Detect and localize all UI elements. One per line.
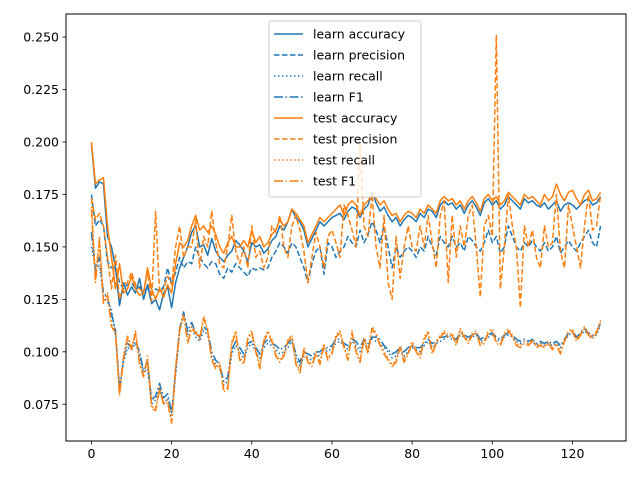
y-tick-label: 0.250 (23, 30, 59, 45)
legend: learn accuracy learn precision learn recal… (268, 20, 422, 198)
series-line-test-recall (90, 198, 602, 422)
series-line-learn-accuracy (90, 144, 602, 311)
x-tick-label: 60 (324, 446, 340, 461)
y-tick-label: 0.150 (23, 239, 59, 254)
legend-label-learn-precision: learn precision (313, 48, 405, 63)
y-tick-label: 0.125 (23, 292, 59, 307)
series-line-test-precision (90, 34, 602, 309)
y-tick-label: 0.100 (23, 344, 59, 359)
x-tick-label: 20 (164, 446, 180, 461)
y-tick-label: 0.200 (23, 134, 59, 149)
series-line-test-accuracy (90, 141, 602, 301)
series-layer (90, 34, 602, 424)
plot-frame (65, 13, 627, 442)
legend-label-test-f1: test F1 (313, 174, 356, 189)
x-axis: 0 20 40 60 80 100 120 (87, 441, 584, 461)
y-tick-label: 0.075 (23, 397, 59, 412)
x-tick-label: 120 (561, 446, 585, 461)
legend-label-test-accuracy: test accuracy (313, 111, 398, 126)
x-tick-label: 80 (404, 446, 420, 461)
y-tick-label: 0.175 (23, 187, 59, 202)
legend-label-learn-recall: learn recall (313, 69, 383, 84)
x-tick-label: 40 (244, 446, 260, 461)
x-tick-label: 100 (480, 446, 504, 461)
legend-label-learn-f1: learn F1 (313, 90, 364, 105)
legend-label-test-precision: test precision (313, 132, 397, 147)
series-line-test-f1 (90, 209, 602, 424)
legend-label-test-recall: test recall (313, 153, 375, 168)
y-tick-label: 0.225 (23, 82, 59, 97)
y-axis: 0.075 0.100 0.125 0.150 0.175 0.200 0.225 0.250 (23, 30, 66, 412)
legend-label-learn-accuracy: learn accuracy (313, 27, 406, 42)
legend-box (268, 20, 422, 198)
series-line-learn-f1 (90, 232, 602, 414)
x-tick-label: 0 (87, 446, 95, 461)
